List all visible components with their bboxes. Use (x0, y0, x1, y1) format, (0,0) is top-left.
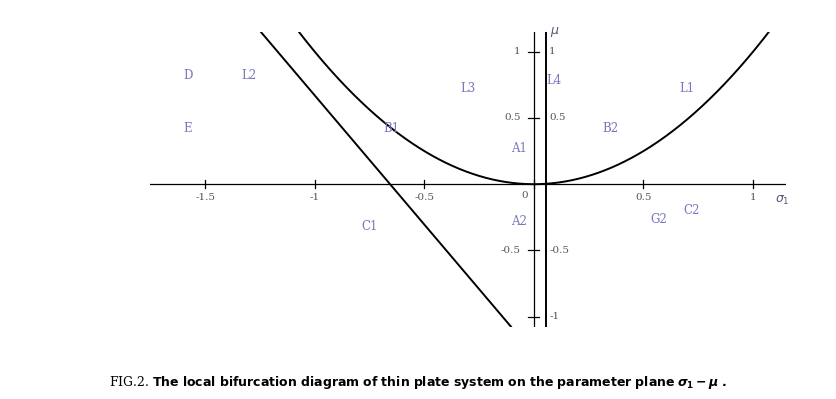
Text: -1.5: -1.5 (196, 193, 215, 202)
Text: E: E (183, 122, 192, 135)
Text: B1: B1 (384, 122, 400, 135)
Text: 0.5: 0.5 (549, 113, 566, 122)
Text: 0.5: 0.5 (635, 193, 652, 202)
Text: $\mu$: $\mu$ (550, 25, 560, 39)
Text: -0.5: -0.5 (415, 193, 435, 202)
Text: A1: A1 (511, 142, 527, 155)
Text: -0.5: -0.5 (501, 246, 521, 255)
Text: L2: L2 (242, 69, 257, 82)
Text: $\sigma_1$: $\sigma_1$ (775, 194, 789, 207)
Text: A2: A2 (511, 215, 527, 228)
Text: -1: -1 (549, 312, 559, 321)
Text: L4: L4 (546, 74, 561, 87)
Text: B2: B2 (603, 122, 619, 135)
Text: C1: C1 (361, 220, 378, 233)
Text: FIG.2. $\bf{The\ local\ bifurcation\ diagram\ of\ thin\ plate\ system\ on\ the\ : FIG.2. $\bf{The\ local\ bifurcation\ dia… (109, 374, 727, 391)
Text: L3: L3 (461, 82, 476, 95)
Text: 1: 1 (750, 193, 757, 202)
Text: G2: G2 (650, 213, 667, 227)
Text: 0: 0 (522, 192, 528, 200)
Text: 1: 1 (514, 47, 521, 56)
Text: 0.5: 0.5 (504, 113, 521, 122)
Text: C2: C2 (684, 204, 700, 217)
Text: -1: -1 (309, 193, 320, 202)
Text: -0.5: -0.5 (549, 246, 569, 255)
Text: L1: L1 (680, 82, 695, 95)
Text: 1: 1 (549, 47, 556, 56)
Text: D: D (183, 69, 192, 82)
